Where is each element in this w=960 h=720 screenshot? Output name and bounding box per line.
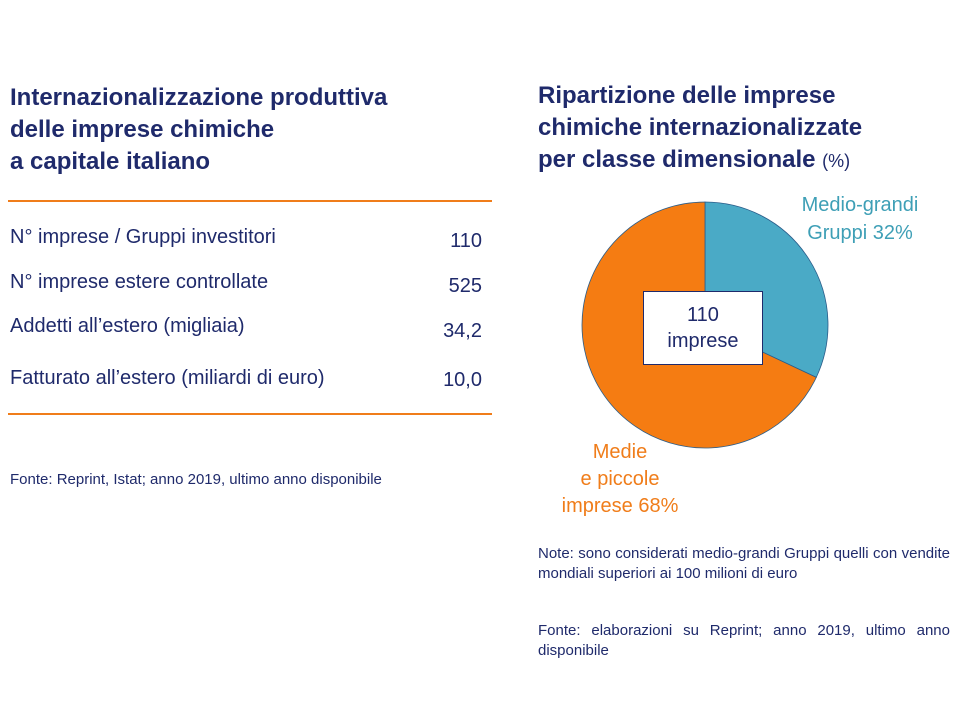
right-title-line-1: Ripartizione delle imprese <box>538 82 836 109</box>
right-title-line-3: per classe dimensionale (%) <box>538 144 948 177</box>
stat-row-imprese-investitori: N° imprese / Gruppi investitori 110 <box>10 226 482 256</box>
left-title-line-2: delle imprese chimiche <box>10 116 275 143</box>
slice-label-piccole-line-2: e piccole <box>580 468 660 490</box>
right-title-line-3-text: per classe dimensionale <box>538 146 816 173</box>
center-label-count: 110 <box>687 304 719 326</box>
left-panel-title: Internazionalizzazione produttiva delle … <box>10 82 490 178</box>
slice-label-medio-grandi: Medio-grandi Gruppi 32% <box>770 191 950 247</box>
bottom-divider <box>8 413 492 415</box>
right-note: Note: sono considerati medio-grandi Grup… <box>538 545 950 582</box>
slice-label-medio-line-2: Gruppi 32% <box>807 222 913 244</box>
stat-label: N° imprese estere controllate <box>10 271 269 293</box>
stat-row-imprese-estere: N° imprese estere controllate 525 <box>10 271 482 301</box>
stat-label: Fatturato all’estero (miliardi di euro) <box>10 367 325 389</box>
stat-label: Addetti all’estero (migliaia) <box>10 315 245 337</box>
slice-label-piccole-line-3: imprese 68% <box>561 495 679 517</box>
right-title-line-2: chimiche internazionalizzate <box>538 114 863 141</box>
slice-label-medie-piccole: Medie e piccole imprese 68% <box>530 439 710 520</box>
stat-value: 110 <box>450 230 482 252</box>
stat-row-fatturato: Fatturato all’estero (miliardi di euro) … <box>10 367 482 397</box>
pie-center-label: 110 imprese <box>643 291 763 365</box>
stat-value: 34,2 <box>443 320 482 342</box>
left-title-line-1: Internazionalizzazione produttiva <box>10 84 388 111</box>
left-title-line-3: a capitale italiano <box>10 148 211 175</box>
stat-label: N° imprese / Gruppi investitori <box>10 226 276 248</box>
slice-label-piccole-line-1: Medie <box>592 441 648 463</box>
right-source-note: Fonte: elaborazioni su Reprint; anno 201… <box>538 622 950 659</box>
top-divider <box>8 200 492 202</box>
slice-label-medio-line-1: Medio-grandi <box>801 194 919 216</box>
title-unit: (%) <box>822 151 851 171</box>
stat-value: 10,0 <box>443 369 482 391</box>
stat-row-addetti: Addetti all’estero (migliaia) 34,2 <box>10 315 482 345</box>
stat-value: 525 <box>448 275 482 297</box>
center-label-text: imprese <box>667 330 739 352</box>
right-panel-title: Ripartizione delle imprese chimiche inte… <box>538 80 948 177</box>
left-source-note: Fonte: Reprint, Istat; anno 2019, ultimo… <box>10 471 382 488</box>
